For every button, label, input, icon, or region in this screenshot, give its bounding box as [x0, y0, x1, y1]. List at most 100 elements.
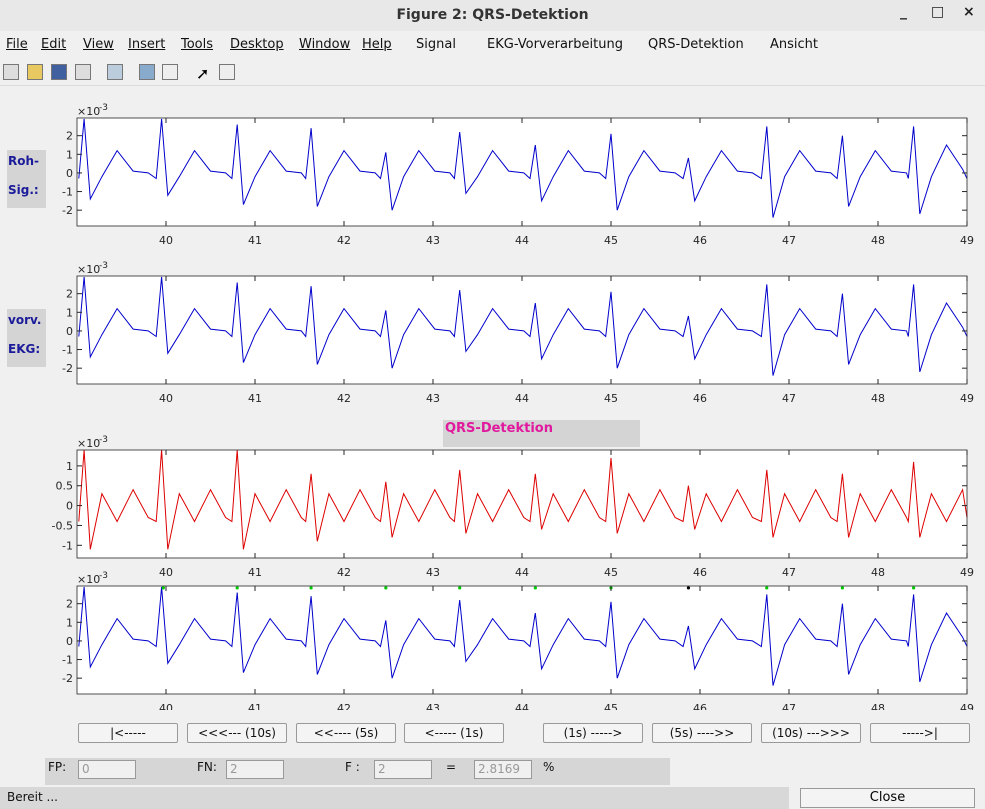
close-window-button[interactable]: × [963, 4, 975, 20]
x-tick-label: 45 [604, 234, 618, 247]
fields-panel [45, 758, 670, 785]
menu-item[interactable]: View [83, 37, 114, 52]
x-tick-label: 43 [426, 392, 440, 405]
x-tick-label: 48 [871, 234, 885, 247]
x-tick-label: 40 [159, 702, 173, 710]
maximize-button[interactable]: □ [931, 4, 945, 20]
y-tick-label: -2 [62, 204, 73, 217]
y-tick-label: -1 [62, 539, 73, 552]
detection-marker [765, 586, 769, 590]
close-button[interactable]: Close [800, 788, 975, 808]
signal-line [78, 276, 968, 376]
detection-marker [840, 586, 845, 590]
axes-background [77, 586, 967, 694]
x-tick-label: 47 [782, 702, 796, 710]
exponent-power: -3 [99, 571, 108, 581]
y-tick-label: -0.5 [52, 519, 73, 532]
menu-item[interactable]: Tools [181, 37, 214, 52]
tool-icon[interactable] [219, 64, 235, 80]
detection-marker [458, 586, 462, 590]
nav-button[interactable]: (10s) --->>> [761, 723, 861, 743]
nav-button[interactable]: <<<--- (10s) [187, 723, 287, 743]
x-tick-label: 43 [426, 234, 440, 247]
signal-line [78, 586, 968, 686]
field-input[interactable]: 0 [78, 760, 136, 779]
tool-icon[interactable] [107, 64, 123, 80]
x-tick-label: 48 [871, 566, 885, 579]
y-tick-label: -2 [62, 362, 73, 375]
equals-sign: = [446, 760, 457, 774]
x-tick-label: 43 [426, 566, 440, 579]
tool-icon[interactable] [162, 64, 178, 80]
minimize-button[interactable]: _ [900, 4, 907, 20]
nav-button[interactable]: ----->| [870, 723, 970, 743]
exponent-power: -3 [99, 103, 108, 113]
field-input[interactable]: 2 [226, 760, 284, 779]
nav-button[interactable]: <----- (1s) [404, 723, 504, 743]
menu-item[interactable]: Help [362, 37, 392, 52]
menu-item[interactable]: Ansicht [770, 37, 819, 52]
field-label: FP: [48, 760, 67, 774]
signal-line [78, 118, 968, 218]
side-label: vorv. EKG: [7, 309, 46, 367]
field-input[interactable]: 2 [374, 760, 432, 779]
exponent-base: ×10 [77, 263, 100, 276]
window-title: Figure 2: QRS-Detektion [396, 7, 589, 23]
x-tick-label: 49 [960, 392, 974, 405]
detection-marker [912, 586, 916, 590]
label-line: vorv. [8, 313, 42, 327]
menu-item[interactable]: Insert [128, 37, 166, 52]
y-tick-label: 1 [66, 148, 73, 161]
percent-sign: % [543, 760, 555, 774]
x-tick-label: 42 [337, 234, 351, 247]
tool-icon[interactable] [75, 64, 91, 80]
x-tick-label: 41 [248, 566, 262, 579]
tool-icon[interactable] [27, 64, 43, 80]
tool-icon[interactable] [51, 64, 67, 80]
menu-item[interactable]: Window [299, 37, 351, 52]
panel-title: QRS-Detektion [443, 420, 640, 447]
x-tick-label: 42 [337, 392, 351, 405]
menu-item[interactable]: Signal [416, 37, 456, 52]
y-tick-label: 0 [66, 635, 73, 648]
detection-marker [686, 586, 691, 590]
y-tick-label: 0 [66, 325, 73, 338]
menu-item[interactable]: Edit [41, 37, 67, 52]
tool-icon[interactable] [139, 64, 155, 80]
menu-item[interactable]: QRS-Detektion [648, 37, 744, 52]
y-tick-label: -1 [62, 186, 73, 199]
label-line: Roh- [8, 154, 40, 168]
menu-item[interactable]: File [6, 37, 28, 52]
x-tick-label: 44 [515, 702, 529, 710]
detection-marker [384, 586, 388, 590]
side-label: Roh- Sig.: [7, 150, 46, 208]
detection-marker [235, 586, 239, 590]
x-tick-label: 44 [515, 234, 529, 247]
x-tick-label: 40 [159, 234, 173, 247]
x-tick-label: 41 [248, 392, 262, 405]
x-tick-label: 40 [159, 392, 173, 405]
x-tick-label: 47 [782, 392, 796, 405]
x-tick-label: 47 [782, 566, 796, 579]
y-tick-label: 0.5 [56, 480, 74, 493]
x-tick-label: 49 [960, 702, 974, 710]
nav-button[interactable]: <<---- (5s) [296, 723, 396, 743]
x-tick-label: 47 [782, 234, 796, 247]
menu-item[interactable]: Desktop [230, 37, 284, 52]
nav-button[interactable]: |<----- [78, 723, 178, 743]
x-tick-label: 48 [871, 702, 885, 710]
x-tick-label: 45 [604, 702, 618, 710]
menu-item[interactable]: EKG-Vorverarbeitung [487, 37, 623, 52]
field-label: FN: [197, 760, 217, 774]
nav-button[interactable]: (5s) ---->> [652, 723, 752, 743]
y-tick-label: 0 [66, 167, 73, 180]
tool-icon[interactable]: ➚ [196, 64, 210, 83]
y-tick-label: 1 [66, 306, 73, 319]
exponent-base: ×10 [77, 573, 100, 586]
title-bar: Figure 2: QRS-Detektion [0, 0, 985, 31]
x-tick-label: 49 [960, 566, 974, 579]
result-input[interactable]: 2.8169 [474, 760, 532, 779]
tool-icon[interactable] [3, 64, 19, 80]
nav-button[interactable]: (1s) -----> [543, 723, 643, 743]
